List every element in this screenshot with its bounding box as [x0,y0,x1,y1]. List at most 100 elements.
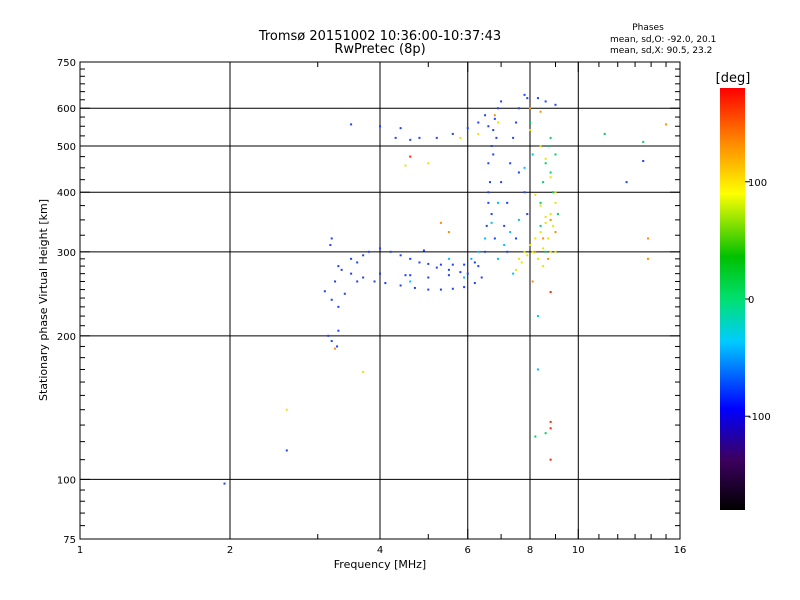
data-point [642,160,645,163]
data-point [556,213,559,216]
data-point [409,155,412,158]
data-point [526,97,529,100]
data-point [544,162,547,165]
data-point [544,221,547,224]
data-point [223,482,226,485]
data-point [549,136,552,139]
data-point [493,117,496,120]
data-point [496,201,499,204]
data-point [413,286,416,289]
data-point [509,162,512,165]
data-point [549,458,552,461]
x-tick-label: 10 [572,545,585,556]
y-axis-label: Stationary phase Virtual Height [km] [37,199,50,401]
data-point [544,432,547,435]
data-point [542,265,545,268]
data-point [459,136,462,139]
data-point [285,408,288,411]
x-tick-label: 6 [465,545,471,556]
data-point [531,250,534,253]
data-point [534,193,537,196]
data-point [515,268,518,271]
data-point [506,201,509,204]
data-point [539,144,542,147]
data-point [489,181,492,184]
data-point [493,114,496,117]
data-point [515,121,518,124]
colorbar-tick-label: 100 [748,178,767,189]
data-point [466,127,469,130]
x-axis-label: Frequency [MHz] [334,558,426,571]
data-point [523,166,526,169]
data-point [542,181,545,184]
data-point [549,218,552,221]
data-point [495,136,498,139]
colorbar-ticks: 100 0 -100 [745,178,771,423]
phase-stats-o: mean, sd,O: -92.0, 20.1 [610,35,716,45]
data-point [542,237,545,240]
x-tick-label: 1 [77,545,83,556]
data-point [409,257,412,260]
data-point [373,280,376,283]
data-point [329,244,332,247]
data-point [379,125,381,128]
y-tick-label: 100 [57,475,76,486]
data-point [544,250,547,253]
colorbar: [deg] 100 0 -100 [716,71,771,510]
data-point [493,237,496,240]
data-point [534,237,537,240]
data-point [484,250,487,253]
data-point [435,136,438,139]
data-point [409,274,412,277]
data-point [492,153,495,156]
data-point [503,244,506,247]
axis-ticks [79,61,681,540]
data-point [384,282,387,285]
colorbar-label: [deg] [716,71,751,86]
data-point [506,250,509,253]
y-tick-label: 300 [57,248,76,259]
data-point [531,153,534,156]
data-point [473,282,476,285]
data-point [463,276,466,279]
data-point [451,263,454,266]
data-point [399,127,402,130]
data-point [544,215,547,218]
data-point [487,191,490,194]
data-point [490,144,493,147]
y-tick-label: 750 [57,58,76,69]
data-point [409,138,412,141]
data-point [529,107,531,110]
data-point [337,265,340,268]
colorbar-tick-label: 0 [748,295,754,306]
data-point [343,292,346,295]
chart-subtitle: RwPretec (8p) [334,42,425,57]
data-point [327,334,330,337]
data-point [323,290,326,293]
data-point [418,261,421,264]
data-point [554,201,557,204]
data-point [480,276,483,279]
data-point [492,129,495,132]
data-point [334,280,337,283]
data-point [549,427,552,430]
data-point [536,315,539,318]
data-point [484,114,487,117]
data-point [490,221,493,224]
data-point [536,368,539,371]
data-point [427,162,430,165]
data-point [554,103,557,106]
data-point [367,250,370,253]
data-point [447,274,450,277]
data-point [542,247,545,250]
data-point [534,250,537,253]
data-point [554,153,557,156]
data-point [549,171,552,174]
data-point [531,280,534,283]
data-point [515,237,518,240]
data-point [549,250,552,253]
data-point [496,121,499,124]
data-point [451,132,454,135]
data-point [500,181,503,184]
data-point [362,370,365,373]
